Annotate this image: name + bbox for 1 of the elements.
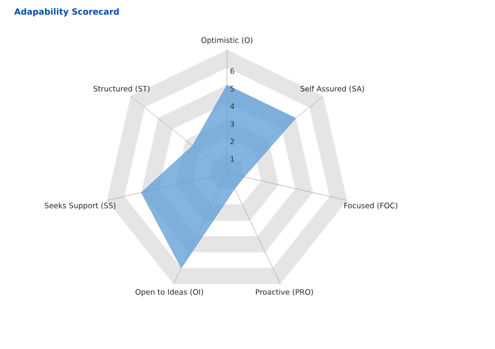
chart-title: Adapability Scorecard — [14, 8, 119, 16]
